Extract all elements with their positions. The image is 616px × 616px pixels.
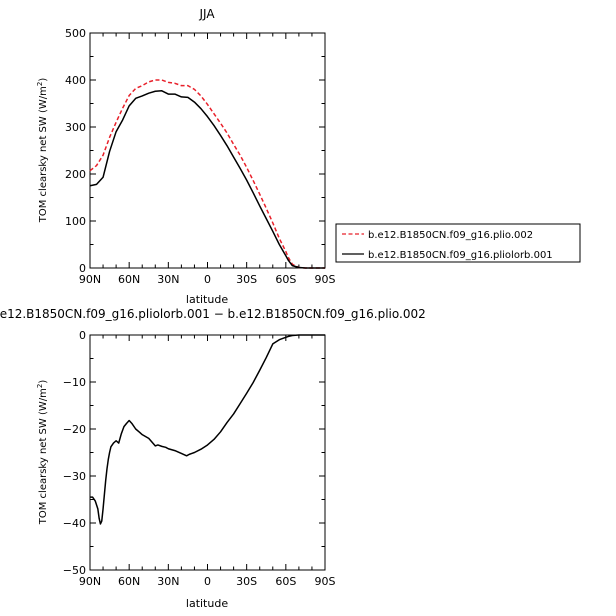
y-tick-label: 100	[65, 215, 86, 228]
y-tick-label: 300	[65, 121, 86, 134]
x-tick-label: 60N	[118, 575, 140, 588]
y-tick-label: 200	[65, 168, 86, 181]
legend-frame	[335, 223, 581, 263]
ylabel-bottom-tail: )	[38, 380, 49, 384]
x-tick-label: 90S	[315, 575, 336, 588]
plot-frame-bottom	[89, 334, 326, 571]
y-tick-label: 500	[65, 27, 86, 40]
x-tick-label: 30S	[236, 273, 257, 286]
y-tick-label: −10	[63, 376, 86, 389]
title-bottom: b.e12.B1850CN.f09_g16.pliolorb.001 − b.e…	[0, 307, 426, 321]
series-top	[89, 79, 325, 269]
ylabel-bottom-sup: 2	[36, 384, 44, 388]
x-tick-label: 0	[204, 575, 211, 588]
y-tick-label: −50	[63, 564, 86, 577]
y-tick-label: 400	[65, 74, 86, 87]
plot-frame-top	[89, 32, 326, 269]
ylabel-bottom: TOM clearsky net SW (W/m2)	[36, 380, 49, 526]
y-tick-label: −20	[63, 423, 86, 436]
panel-bottom: b.e12.B1850CN.f09_g16.pliolorb.001 − b.e…	[0, 307, 426, 610]
x-tick-label: 90N	[79, 575, 101, 588]
x-tick-label: 60S	[275, 575, 296, 588]
y-tick-label: −30	[63, 470, 86, 483]
y-tick-label: −40	[63, 517, 86, 530]
xlabel-top: latitude	[186, 293, 228, 306]
ylabel-bottom-main: TOM clearsky net SW (W/m	[38, 388, 49, 525]
y-tick-label: 0	[79, 262, 86, 275]
series-line-1	[89, 79, 325, 269]
x-tick-label: 0	[204, 273, 211, 286]
x-tick-label: 90N	[79, 273, 101, 286]
x-tick-label: 30S	[236, 575, 257, 588]
x-tick-label: 30N	[157, 273, 179, 286]
series-line-2	[89, 90, 325, 269]
panel-top: JJA 90N 60N 30N 0 30S 60S 90S0100200300400500 …	[36, 7, 336, 306]
ylabel-top-sup: 2	[36, 82, 44, 86]
y-tick-label: 0	[79, 329, 86, 342]
legend-label-plio: b.e12.B1850CN.f09_g16.plio.002	[368, 230, 533, 241]
xlabel-bottom: latitude	[186, 597, 228, 610]
series-bottom	[90, 334, 325, 525]
x-tick-label: 30N	[157, 575, 179, 588]
x-tick-label: 90S	[315, 273, 336, 286]
series-line-1	[90, 334, 325, 525]
legend-label-pliolorb: b.e12.B1850CN.f09_g16.pliolorb.001	[368, 250, 553, 261]
ylabel-top-tail: )	[38, 78, 49, 82]
ylabel-top: TOM clearsky net SW (W/m2)	[36, 78, 49, 224]
ticks-bottom: 90N 60N 30N 0 30S 60S 90S −50 −40 −30 −20 −10 0	[63, 329, 336, 588]
ylabel-top-main: TOM clearsky net SW (W/m	[38, 86, 49, 223]
ticks-top: 90N 60N 30N 0 30S 60S 90S 0 100 200 300 400 500	[65, 27, 336, 286]
legend: b.e12.B1850CN.f09_g16.plio.002 b.e12.B18…	[335, 223, 581, 263]
title-top: JJA	[198, 7, 215, 21]
x-tick-label: 60N	[118, 273, 140, 286]
x-tick-label: 60S	[275, 273, 296, 286]
